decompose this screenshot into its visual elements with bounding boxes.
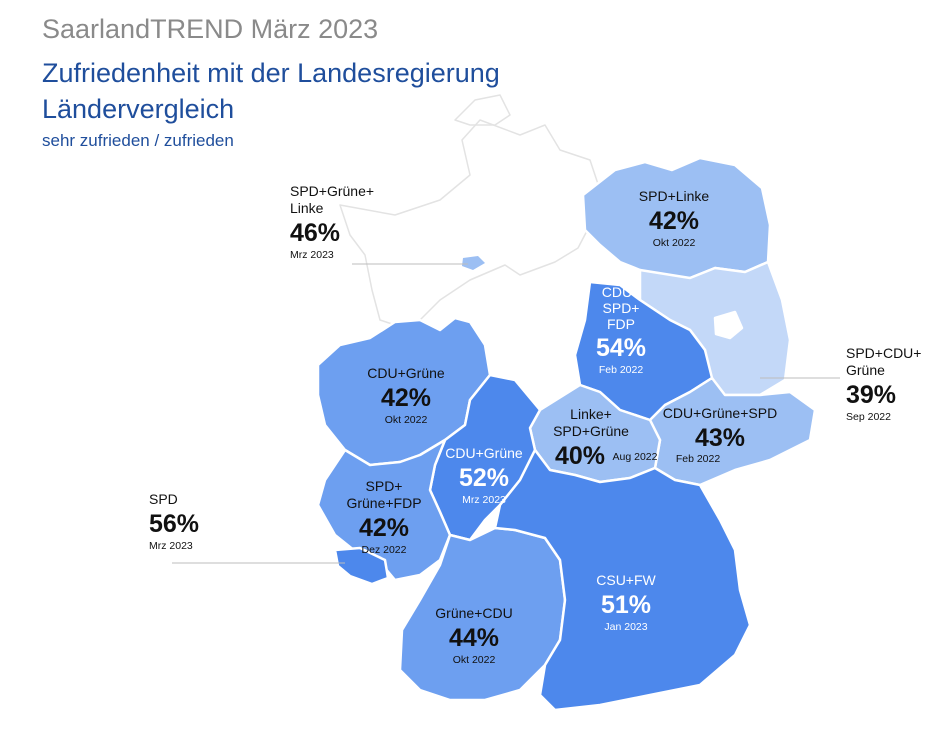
- state-label-brandenburg: SPD+CDU+Grüne 39% Sep 2022: [846, 345, 921, 423]
- state-party-label: SPD+Grüne+: [290, 183, 374, 199]
- state-survey-date: Sep 2022: [846, 411, 891, 423]
- state-percent-value: 56%: [149, 510, 199, 538]
- state-percent-value: 42%: [649, 207, 699, 235]
- state-percent-value: 43%: [695, 424, 745, 452]
- state-party-label: SPD+: [603, 300, 640, 316]
- state-label-hessen: CDU+Grüne 52% Mrz 2023: [445, 445, 523, 506]
- state-survey-date: Feb 2022: [676, 453, 721, 465]
- state-party-label: Grüne: [846, 362, 885, 378]
- report-kicker: SaarlandTREND März 2023: [42, 14, 379, 44]
- state-percent-value: 52%: [459, 464, 509, 492]
- state-party-label: CDU+: [602, 284, 641, 300]
- state-party-label: SPD+: [366, 478, 403, 494]
- state-party-label: Grüne+CDU: [435, 605, 512, 621]
- state-party-label: CDU+Grüne: [367, 365, 445, 381]
- state-label-rheinland-pfalz: SPD+Grüne+FDP 42% Dez 2022: [346, 478, 421, 556]
- state-label-baden-wuerttemberg: Grüne+CDU 44% Okt 2022: [435, 605, 512, 666]
- state-survey-date: Dez 2022: [362, 544, 407, 556]
- leader-lines: [172, 263, 840, 564]
- state-percent-value: 39%: [846, 381, 896, 409]
- state-percent-value: 46%: [290, 219, 340, 247]
- state-survey-date: Okt 2022: [385, 414, 428, 426]
- state-shape-hamburg: [462, 256, 485, 270]
- state-party-label: Linke: [290, 200, 324, 216]
- state-party-label: SPD+Grüne: [553, 423, 629, 439]
- state-party-label: SPD+CDU+: [846, 345, 921, 361]
- state-percent-value: 40%: [555, 442, 605, 470]
- state-percent-value: 54%: [596, 334, 646, 362]
- state-survey-date: Jan 2023: [604, 621, 647, 633]
- page-title-line2: Ländervergleich: [42, 94, 235, 124]
- state-percent-value: 42%: [381, 384, 431, 412]
- state-label-thueringen: Linke+SPD+Grüne 40% Aug 2022: [553, 406, 658, 470]
- state-shape-north-outline-2: [454, 94, 511, 126]
- state-survey-date: Aug 2022: [613, 451, 658, 463]
- state-party-label: CSU+FW: [596, 572, 656, 588]
- state-shape-berlin: [713, 310, 744, 340]
- state-party-label: CDU+Grüne: [445, 445, 523, 461]
- state-party-label: SPD+Linke: [639, 188, 710, 204]
- state-percent-value: 51%: [601, 591, 651, 619]
- state-label-bayern: CSU+FW 51% Jan 2023: [596, 572, 656, 633]
- state-label-sachsen-anhalt: CDU+SPD+FDP 54% Feb 2022: [596, 284, 646, 376]
- state-survey-date: Okt 2022: [453, 654, 496, 666]
- state-label-sachsen: CDU+Grüne+SPD 43%Feb 2022: [663, 405, 777, 465]
- state-party-label: FDP: [607, 316, 635, 332]
- state-shape-saarland: [333, 546, 390, 586]
- state-percent-value: 42%: [359, 514, 409, 542]
- state-party-label: SPD: [149, 491, 178, 507]
- state-party-label: Grüne+FDP: [346, 495, 421, 511]
- state-shape-north-outline: [339, 119, 601, 331]
- state-label-saarland: SPD 56% Mrz 2023: [149, 491, 199, 552]
- state-label-hamburg: SPD+Grüne+Linke 46% Mrz 2023: [290, 183, 374, 261]
- state-survey-date: Okt 2022: [653, 237, 696, 249]
- state-survey-date: Mrz 2023: [462, 494, 506, 506]
- page-subtitle: sehr zufrieden / zufrieden: [42, 131, 234, 150]
- state-shapes: [316, 94, 817, 712]
- state-party-label: CDU+Grüne+SPD: [663, 405, 777, 421]
- state-party-label: Linke+: [570, 406, 612, 422]
- state-shape-bayern: [493, 448, 752, 712]
- state-survey-date: Feb 2022: [599, 364, 644, 376]
- state-survey-date: Mrz 2023: [290, 249, 334, 261]
- state-labels: SPD+Grüne+Linke 46% Mrz 2023 SPD+Linke 42% Ok…: [149, 183, 921, 666]
- state-label-nordrhein-westfalen: CDU+Grüne 42% Okt 2022: [367, 365, 445, 426]
- state-label-mecklenburg-vorpommern: SPD+Linke 42% Okt 2022: [639, 188, 710, 249]
- state-percent-value: 44%: [449, 624, 499, 652]
- page-title: Zufriedenheit mit der Landesregierung: [42, 58, 500, 88]
- state-survey-date: Mrz 2023: [149, 540, 193, 552]
